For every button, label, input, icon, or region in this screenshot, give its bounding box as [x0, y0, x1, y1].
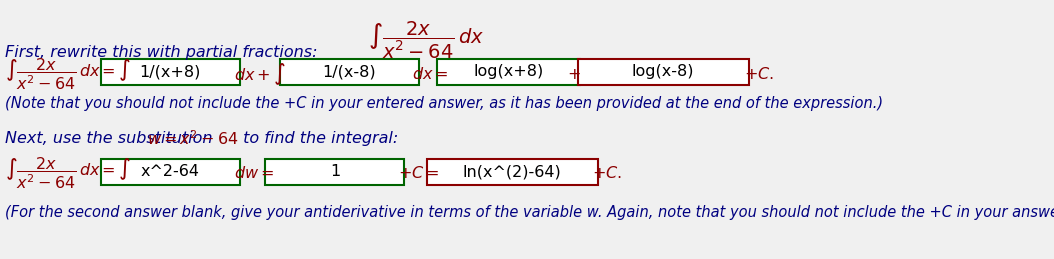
Text: First, rewrite this with partial fractions:: First, rewrite this with partial fractio…: [5, 45, 318, 60]
Text: to find the integral:: to find the integral:: [238, 131, 398, 146]
Text: $dx =$: $dx =$: [412, 66, 449, 82]
Text: $dx + \int$: $dx + \int$: [234, 62, 286, 87]
Text: $+$: $+$: [567, 67, 581, 82]
Text: log(x+8): log(x+8): [473, 64, 544, 79]
Text: (Note that you should not include the +C in your entered answer, as it has been : (Note that you should not include the +C…: [5, 96, 883, 111]
FancyBboxPatch shape: [578, 59, 748, 85]
Text: ln(x^(2)-64): ln(x^(2)-64): [463, 164, 562, 179]
Text: $\int \dfrac{2x}{x^2 - 64}\, dx$: $\int \dfrac{2x}{x^2 - 64}\, dx$: [369, 19, 485, 61]
Text: $\int \dfrac{2x}{x^2-64}\, dx = \int$: $\int \dfrac{2x}{x^2-64}\, dx = \int$: [5, 56, 132, 92]
Text: 1: 1: [330, 164, 340, 179]
Text: $w = x^2 - 64$: $w = x^2 - 64$: [147, 129, 238, 148]
Text: 1/(x-8): 1/(x-8): [323, 64, 376, 79]
Text: x^2-64: x^2-64: [141, 164, 200, 179]
Text: $+C =$: $+C =$: [398, 165, 440, 181]
Text: $+C.$: $+C.$: [744, 66, 774, 82]
Text: $+C.$: $+C.$: [592, 165, 622, 181]
FancyBboxPatch shape: [101, 159, 240, 185]
Text: Next, use the substitution: Next, use the substitution: [5, 131, 218, 146]
FancyBboxPatch shape: [266, 159, 405, 185]
Text: (For the second answer blank, give your antiderivative in terms of the variable : (For the second answer blank, give your …: [5, 205, 1054, 220]
FancyBboxPatch shape: [427, 159, 598, 185]
Text: $\int \dfrac{2x}{x^2-64}\, dx = \int$: $\int \dfrac{2x}{x^2-64}\, dx = \int$: [5, 155, 132, 191]
Text: log(x-8): log(x-8): [632, 64, 695, 79]
FancyBboxPatch shape: [279, 59, 418, 85]
Text: 1/(x+8): 1/(x+8): [139, 64, 201, 79]
FancyBboxPatch shape: [437, 59, 580, 85]
FancyBboxPatch shape: [101, 59, 240, 85]
Text: $dw =$: $dw =$: [234, 165, 274, 181]
